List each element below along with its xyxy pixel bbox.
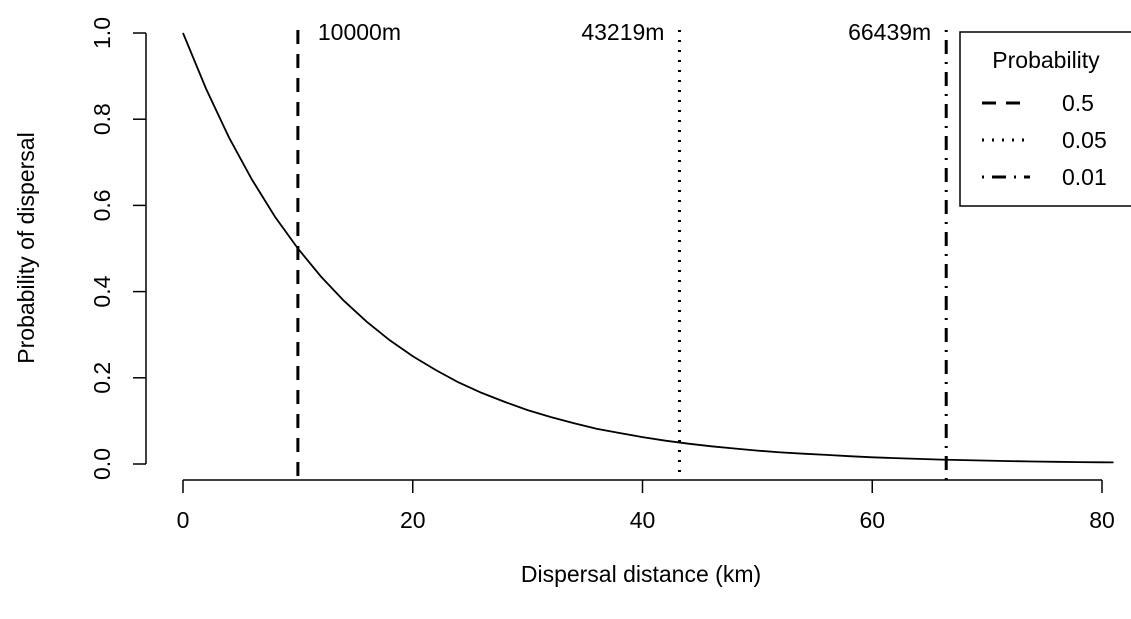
y-axis-label: Probability of dispersal <box>13 132 39 363</box>
y-tick-label: 0.6 <box>89 189 115 221</box>
x-tick-label: 60 <box>859 507 885 533</box>
legend-title: Probability <box>992 47 1100 73</box>
y-tick-label: 0.2 <box>89 362 115 394</box>
threshold-label-0.01: 66439m <box>848 19 931 45</box>
threshold-label-0.5: 10000m <box>318 19 401 45</box>
probability-curve <box>182 32 1114 464</box>
legend-box <box>959 31 1131 207</box>
threshold-lines: 10000m 43219m 66439m <box>296 19 948 480</box>
legend-entry-0.5: 0.5 <box>1062 90 1094 116</box>
y-axis: 0.0 0.2 0.4 0.6 0.8 1.0 <box>89 17 147 480</box>
threshold-label-0.05: 43219m <box>581 19 664 45</box>
x-tick-label: 0 <box>177 507 190 533</box>
legend: Probability 0.5 0.05 0.01 <box>959 31 1131 207</box>
legend-entry-0.05: 0.05 <box>1062 127 1107 153</box>
x-axis-label: Dispersal distance (km) <box>521 561 761 587</box>
y-tick-label: 0.8 <box>89 103 115 135</box>
x-tick-label: 80 <box>1089 507 1115 533</box>
x-tick-label: 20 <box>400 507 426 533</box>
legend-entry-0.01: 0.01 <box>1062 164 1107 190</box>
y-tick-label: 0.0 <box>89 448 115 480</box>
x-tick-label: 40 <box>630 507 656 533</box>
y-tick-label: 1.0 <box>89 17 115 49</box>
y-tick-label: 0.4 <box>89 275 115 307</box>
plot-area <box>182 32 1114 464</box>
x-axis: 0 20 40 60 80 <box>177 479 1115 533</box>
